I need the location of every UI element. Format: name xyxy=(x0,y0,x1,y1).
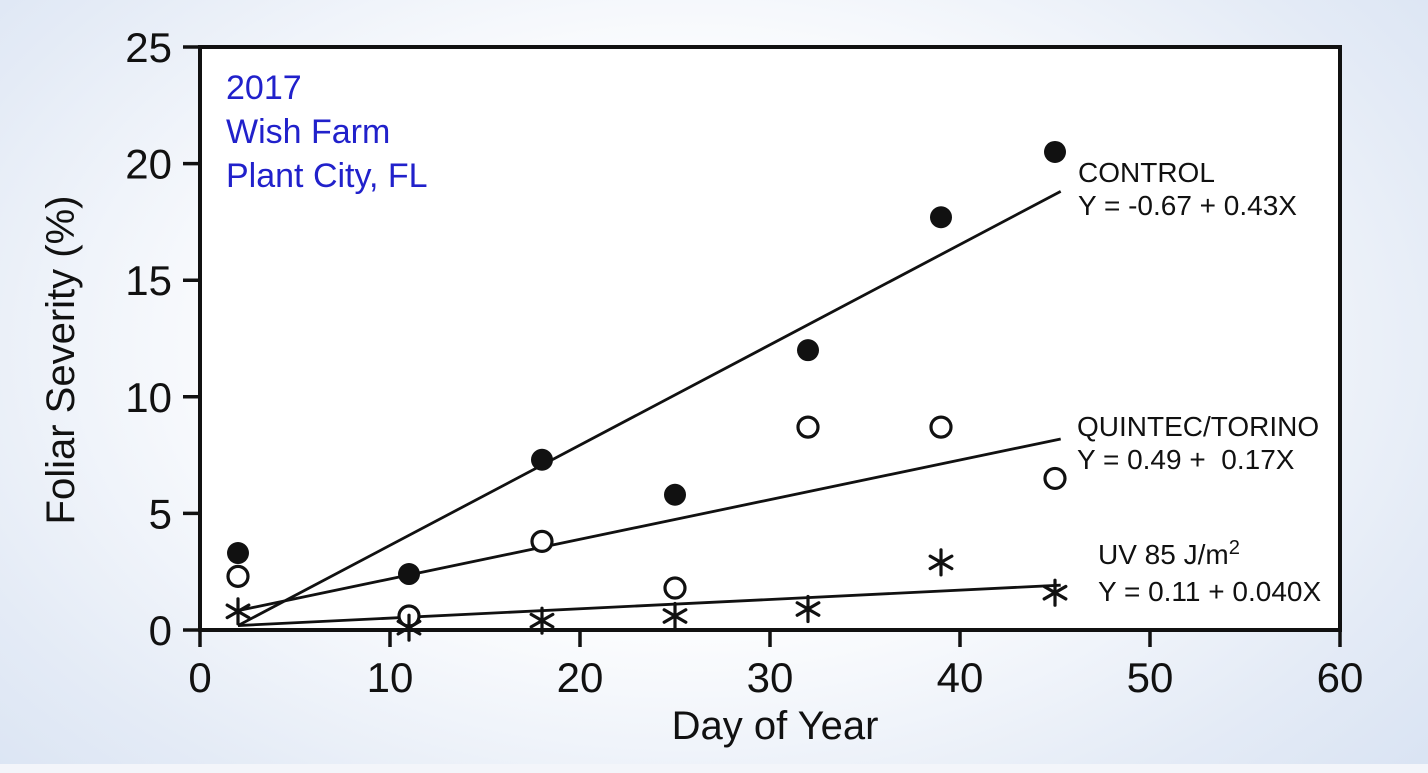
regression-line-1 xyxy=(237,437,1061,613)
x-tick-label: 30 xyxy=(747,654,794,701)
control-point xyxy=(398,563,420,586)
quintec-torino-point xyxy=(663,576,687,600)
x-tick-label: 50 xyxy=(1127,654,1174,701)
y-tick-label: 15 xyxy=(125,257,172,304)
control-point xyxy=(1044,140,1066,163)
x-tick-label: 10 xyxy=(367,654,414,701)
y-tick-label: 20 xyxy=(125,141,172,188)
control-point xyxy=(930,206,952,229)
quintec-torino-point xyxy=(1043,466,1067,491)
y-axis-title: Foliar Severity (%) xyxy=(39,195,83,525)
legend-control-name: CONTROL xyxy=(1078,157,1215,188)
annotation-year: 2017 xyxy=(226,69,302,107)
uv-point-spoke xyxy=(662,608,688,624)
legend-uv-equation: Y = 0.11 + 0.040X xyxy=(1098,576,1322,607)
uv-point-spoke xyxy=(529,612,555,629)
quintec-torino-point xyxy=(929,415,953,439)
y-tick-label: 0 xyxy=(149,607,172,654)
quintec-torino-point xyxy=(796,415,820,439)
legend-control: CONTROL Y = -0.67 + 0.43X xyxy=(1078,156,1297,222)
annotation-location: Plant City, FL xyxy=(226,157,428,195)
legend-uv-name-superscript: 2 xyxy=(1228,536,1240,559)
regression-line-0 xyxy=(237,190,1062,627)
quintec-torino-point xyxy=(530,529,554,553)
uv-point-spoke xyxy=(225,603,251,620)
uv-point-spoke xyxy=(1042,584,1068,601)
legend-quintec-torino-name: QUINTEC/TORINO xyxy=(1077,411,1320,442)
x-tick-label: 60 xyxy=(1317,654,1364,701)
regression-line-2 xyxy=(237,583,1061,627)
legend-uv-name: UV 85 J/m2 xyxy=(1098,536,1321,575)
legend-quintec-torino-equation: Y = 0.49 + 0.17X xyxy=(1077,444,1295,475)
quintec-torino-point xyxy=(226,564,250,588)
x-axis-title: Day of Year xyxy=(671,704,879,748)
y-tick-label: 5 xyxy=(149,490,172,537)
x-tick-label: 40 xyxy=(937,654,984,701)
control-point xyxy=(227,542,249,565)
slide-bottom-edge-strip xyxy=(0,764,1428,773)
uv-point-spoke xyxy=(795,601,821,617)
legend-uv-name-text: UV 85 J/m xyxy=(1098,539,1229,570)
y-tick-label: 25 xyxy=(125,24,172,71)
legend-control-equation: Y = -0.67 + 0.43X xyxy=(1078,190,1297,221)
legend-quintec-torino: QUINTEC/TORINO Y = 0.49 + 0.17X xyxy=(1077,410,1319,476)
control-point xyxy=(797,339,819,362)
plot-area xyxy=(198,45,1342,632)
annotation-farm: Wish Farm xyxy=(226,113,391,151)
y-tick-label: 10 xyxy=(125,374,172,421)
x-tick-label: 20 xyxy=(557,654,604,701)
plot-annotation: 2017 Wish Farm Plant City, FL xyxy=(226,66,428,198)
legend-uv: UV 85 J/m2 Y = 0.11 + 0.040X xyxy=(1098,536,1322,608)
control-point xyxy=(664,483,686,506)
x-tick-label: 0 xyxy=(188,654,211,701)
uv-point-spoke xyxy=(928,554,954,571)
uv-point-spoke xyxy=(396,619,422,636)
control-point xyxy=(531,448,553,471)
